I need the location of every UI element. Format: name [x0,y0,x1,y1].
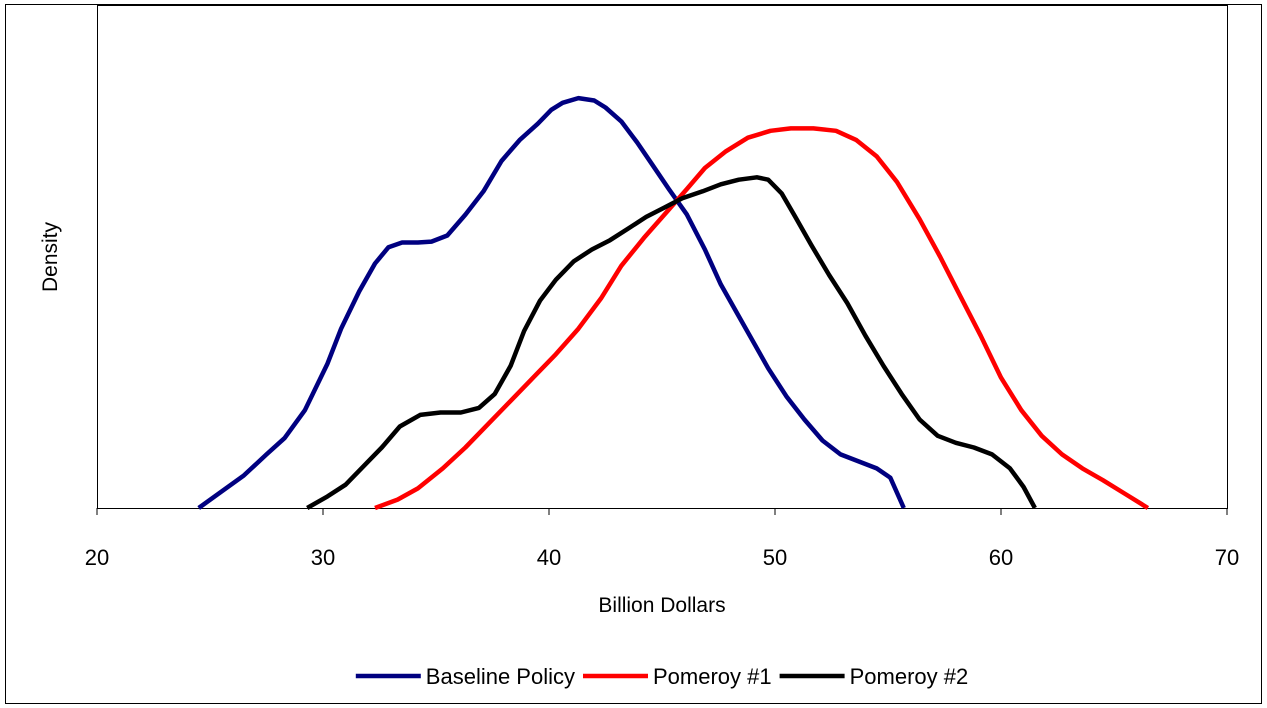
series-line-1 [197,95,906,510]
series-lines [197,95,1150,511]
x-axis-tick-labels: 20 30 40 50 60 70 [85,545,1239,570]
x-tick-label: 50 [763,545,787,570]
x-tick-label: 20 [85,545,109,570]
legend-item: Pomeroy #2 [779,664,969,689]
series-line-2 [374,126,1150,511]
legend-label: Pomeroy #1 [653,664,772,689]
x-tick-label: 40 [537,545,561,570]
series-line-3 [306,175,1037,510]
legend-label: Baseline Policy [426,664,575,689]
x-tick-label: 30 [311,545,335,570]
x-axis-ticks [96,508,1228,515]
legend-item: Pomeroy #1 [583,664,772,689]
x-tick-label: 70 [1215,545,1239,570]
legend: Baseline Policy Pomeroy #1 Pomeroy #2 [355,664,969,689]
y-axis-label: Density [39,221,62,292]
legend-item: Baseline Policy [355,664,575,689]
x-axis-label: Billion Dollars [598,594,725,617]
x-tick-label: 60 [989,545,1013,570]
plot-area-frame [97,5,1228,509]
legend-label: Pomeroy #2 [850,664,969,689]
